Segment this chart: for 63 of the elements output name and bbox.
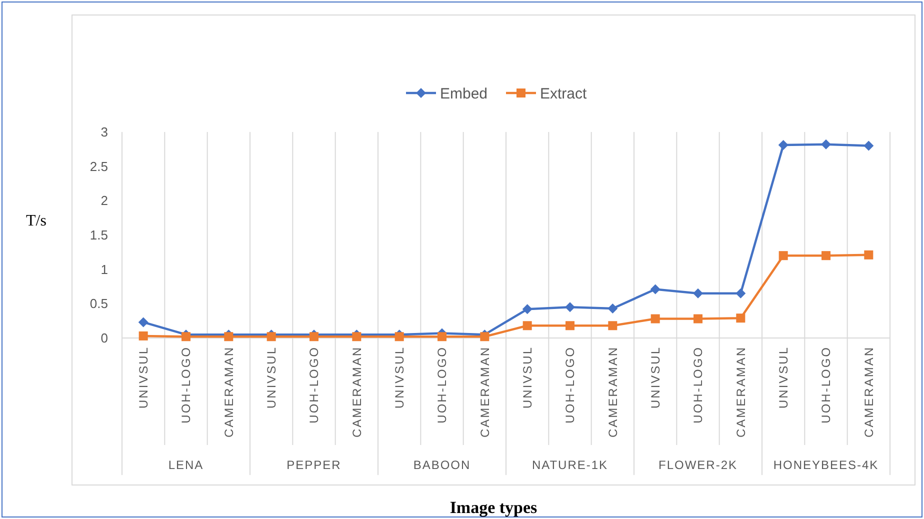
x-tick-label: CAMERAMAN	[478, 346, 492, 438]
point	[522, 321, 532, 330]
x-tick-label: CAMERAMAN	[222, 346, 236, 438]
text: LENA	[168, 458, 204, 472]
x-tick-label: UOH-LOGO	[307, 346, 322, 424]
x-tick-label: UNIVSUL	[648, 346, 663, 409]
x-tick-label: UNIVSUL	[392, 346, 407, 409]
x-tick-label: CAMERAMAN	[606, 346, 620, 438]
point	[821, 139, 831, 150]
text: HONEYBEES-4K	[773, 458, 879, 472]
point	[138, 317, 148, 328]
x-tick-label: CAMERAMAN	[350, 346, 364, 438]
point	[438, 332, 446, 342]
point	[522, 304, 532, 314]
y-tick-label: 2.5	[90, 158, 108, 174]
point	[566, 321, 574, 330]
point	[822, 251, 830, 260]
y-tick-label: 1.5	[90, 228, 108, 243]
point	[394, 332, 404, 342]
y-tick-label: 3	[100, 124, 108, 140]
x-tick-label: UOH-LOGO	[563, 346, 578, 424]
x-tick-label: UNIVSUL	[520, 346, 535, 409]
point	[565, 302, 575, 312]
point	[693, 288, 703, 298]
x-tick-label: UOH-LOGO	[179, 346, 194, 424]
point	[310, 332, 318, 342]
y-tick-label: 0	[100, 330, 108, 346]
text: PEPPER	[286, 458, 342, 472]
point	[650, 284, 660, 294]
y-axis-title: T/s	[26, 212, 46, 230]
point	[864, 140, 874, 151]
point	[778, 140, 788, 150]
point	[650, 314, 660, 324]
point	[736, 314, 746, 323]
y-tick-label: 1	[100, 262, 108, 277]
point	[608, 303, 618, 314]
point	[266, 332, 276, 342]
x-tick-label: CAMERAMAN	[862, 346, 876, 438]
point	[864, 250, 874, 260]
legend-label: Extract	[540, 85, 588, 102]
x-tick-label: UNIVSUL	[776, 346, 791, 409]
point	[352, 332, 362, 342]
point	[480, 332, 490, 342]
point	[694, 314, 702, 324]
point	[182, 332, 190, 342]
y-tick-label: 0.5	[90, 296, 108, 312]
x-tick-label: UOH-LOGO	[819, 346, 834, 424]
x-tick-label: UOH-LOGO	[691, 346, 706, 424]
x-tick-label: UNIVSUL	[136, 346, 151, 409]
legend-label: Embed	[440, 85, 488, 102]
point	[224, 332, 234, 342]
text: NATURE-1K	[532, 458, 608, 472]
point	[138, 331, 148, 340]
point	[778, 251, 788, 260]
x-tick-label: UNIVSUL	[264, 346, 279, 409]
point	[736, 288, 746, 298]
x-axis-title: Image types	[450, 498, 538, 517]
y-tick-label: 2	[100, 193, 108, 208]
point	[608, 321, 618, 330]
x-tick-label: CAMERAMAN	[734, 346, 748, 438]
x-tick-label: UOH-LOGO	[435, 346, 450, 424]
text: BABOON	[413, 458, 471, 472]
text: FLOWER-2K	[658, 458, 738, 472]
